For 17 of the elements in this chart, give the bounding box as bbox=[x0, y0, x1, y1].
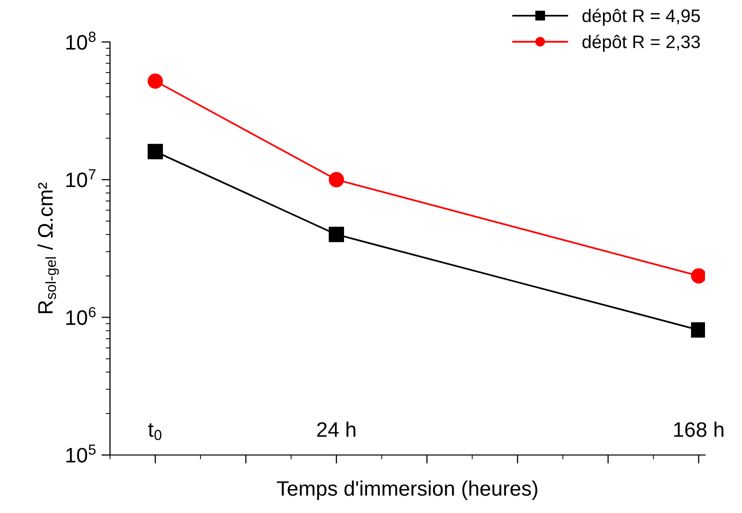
y-tick-label: 10$^{8}$ bbox=[66, 32, 96, 50]
legend-label: dépôt R = 4,95 bbox=[582, 8, 700, 26]
y-axis-title: R$_{sol-gel}$ / Ω.cm² bbox=[38, 182, 59, 314]
y-tick-label: 10$^{5}$ bbox=[66, 444, 96, 463]
x-tick-label: 168 h bbox=[674, 422, 724, 437]
x-tick-label: 24 h bbox=[317, 422, 356, 437]
y-tick-label: 10$^{6}$ bbox=[66, 306, 96, 326]
point bbox=[328, 172, 344, 188]
point bbox=[148, 144, 163, 160]
point bbox=[691, 322, 705, 338]
legend-label: dépôt R = 2,33 bbox=[582, 34, 700, 52]
x-axis-title: Temps d'immersion (heures) bbox=[276, 480, 538, 500]
point bbox=[328, 226, 344, 242]
y-tick-label: 10$^{7}$ bbox=[66, 169, 96, 188]
x-tick-label: t$_{0}$ bbox=[148, 423, 162, 440]
point bbox=[691, 268, 705, 284]
point bbox=[148, 73, 163, 89]
